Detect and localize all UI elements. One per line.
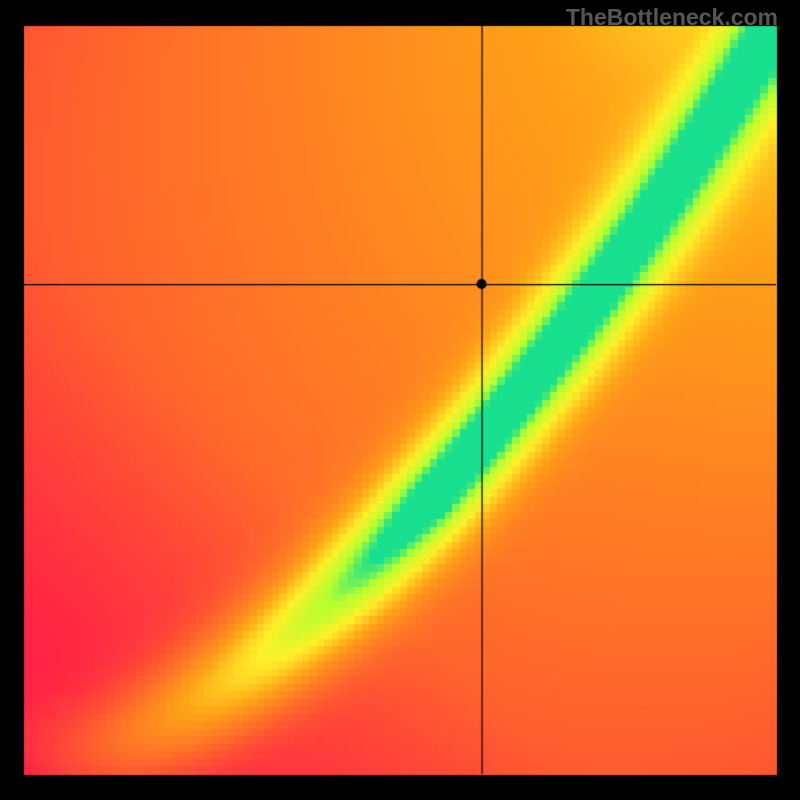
chart-container: TheBottleneck.com (0, 0, 800, 800)
bottleneck-heatmap (0, 0, 800, 800)
watermark-text: TheBottleneck.com (566, 4, 778, 31)
